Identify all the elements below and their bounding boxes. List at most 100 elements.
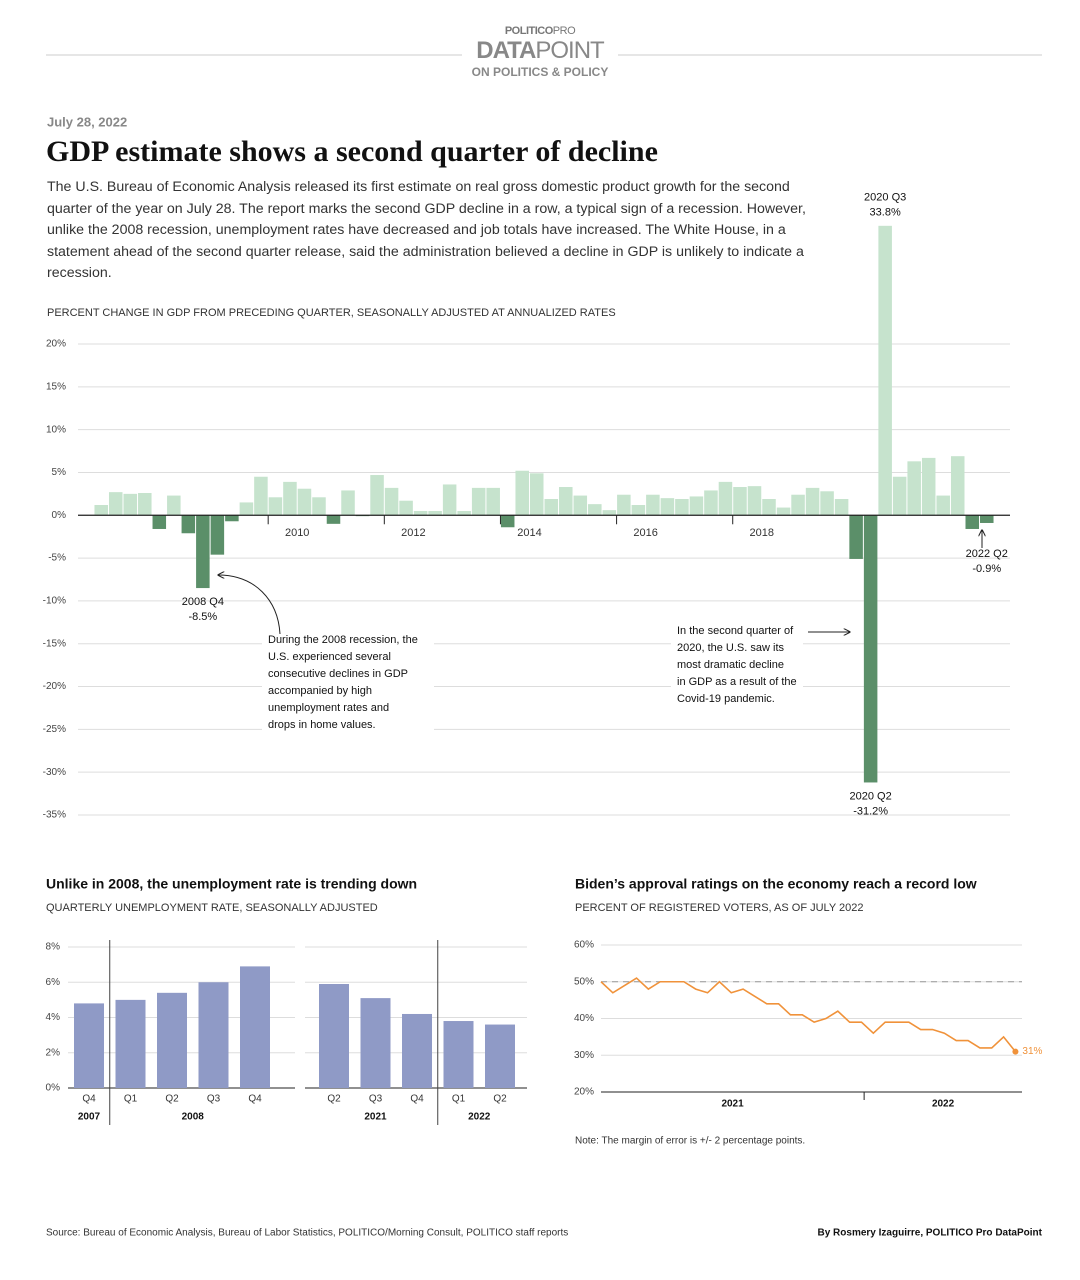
bar-label: 2022 Q2 [966,548,1008,560]
bar [402,1013,432,1088]
group-label: 2007 [78,1112,101,1123]
bar [878,225,892,516]
x-tick-label: Q4 [248,1094,262,1105]
value-label: -31.2% [853,805,888,817]
bar [283,481,297,516]
bar [892,476,907,516]
bar [268,497,283,516]
y-tick-label: 50% [574,976,594,987]
bar [747,486,762,516]
line [600,977,1017,1053]
y-tick-label: 4% [46,1012,61,1023]
x-tick-label: Q4 [410,1094,424,1105]
bar [762,499,776,516]
bar-label: 2020 Q2 [850,790,892,802]
description: The U.S. Bureau of Economic Analysis rel… [47,179,806,282]
bar [559,487,573,516]
bar [689,496,704,516]
x-tick-label: Q3 [369,1094,383,1105]
source: Source: Bureau of Economic Analysis, Bur… [46,1228,568,1239]
annotation-text: consecutive declines in GDP [268,668,408,680]
bar [602,510,617,516]
group-label: 2022 [468,1112,491,1123]
bar [486,487,500,516]
x-tick-label: Q2 [165,1094,179,1105]
annotation-text: U.S. experienced several [268,651,391,663]
bar [863,515,878,783]
chart-subtitle: PERCENT CHANGE IN GDP FROM PRECEDING QUA… [47,307,616,319]
bar [443,1021,474,1088]
y-tick-label: 8% [46,942,61,953]
logo-background [462,20,618,82]
x-tick-label: Q4 [82,1094,96,1105]
chart-subtitle: QUARTERLY UNEMPLOYMENT RATE, SEASONALLY … [46,902,378,914]
x-tick-label: 2016 [633,527,657,539]
logo-brand: POLITICOPRO [505,25,576,37]
plot-layer: 20% 15% 10% 5% 0% -5% -10% -15% -20% -25% -30% -35%… [43,192,1043,1125]
bar [108,492,123,516]
bar [167,495,181,516]
x-tick-label: 2014 [517,527,541,539]
bar-label: 2008 Q4 [182,596,224,608]
bar [152,515,167,529]
annotation-text: Covid-19 pandemic. [677,693,775,705]
x-tick-label: Q1 [124,1094,138,1105]
annotation-background [671,621,803,712]
annotation-text: most dramatic decline [677,659,784,671]
y-tick-label: -10% [43,596,66,607]
bar [791,494,805,516]
bar [399,500,413,516]
bar [457,510,471,516]
bar [820,491,834,516]
annotation-text: 2020, the U.S. saw its [677,642,784,654]
bar [907,461,921,516]
y-tick-label: -20% [43,681,66,692]
bar [210,515,225,555]
bar [733,487,747,516]
group-label: 2008 [182,1112,205,1123]
y-tick-label: 60% [574,940,594,951]
bar [965,515,980,529]
x-tick-label: 2018 [750,527,774,539]
y-tick-label: -35% [43,810,66,821]
bar [360,998,391,1088]
brand-suffix: PRO [553,25,576,37]
chart-subtitle: PERCENT OF REGISTERED VOTERS, AS OF JULY… [575,902,864,914]
value-label: 33.8% [870,207,901,219]
bar [485,1024,515,1088]
bar [805,487,820,516]
value-label: -8.5% [188,611,217,623]
annotation-arrow [218,575,281,635]
bar [326,515,341,524]
annotation-text: unemployment rates and [268,702,389,714]
bar [471,487,486,516]
annotation-text: In the second quarter of [677,625,794,637]
y-tick-label: -25% [43,724,66,735]
annotation-text: in GDP as a result of the [677,676,797,688]
bar [312,497,326,516]
bar [529,473,544,516]
byline: By Rosmery Izaguirre, POLITICO Pro DataP… [818,1228,1043,1239]
bar [198,982,229,1088]
bar [297,488,312,516]
bar [413,510,428,516]
y-tick-label: 20% [46,339,66,350]
x-tick-label: Q2 [493,1094,507,1105]
logo-tagline: ON POLITICS & POLICY [472,65,609,79]
y-tick-label: -15% [43,638,66,649]
bar [776,507,791,516]
annotation-text: During the 2008 recession, the [268,634,418,646]
bar [181,515,196,534]
bar [442,484,457,516]
bar [138,493,152,516]
value-label: 31% [1022,1046,1042,1057]
x-tick-label: Q3 [207,1094,221,1105]
chart-note: Note: The margin of error is +/- 2 perce… [575,1136,805,1147]
bar [225,515,239,522]
x-tick-label: Q2 [327,1094,341,1105]
annotation-background [262,630,434,738]
bar-label: 2020 Q3 [864,192,906,204]
x-tick-label: Q1 [452,1094,466,1105]
bar [123,493,138,516]
